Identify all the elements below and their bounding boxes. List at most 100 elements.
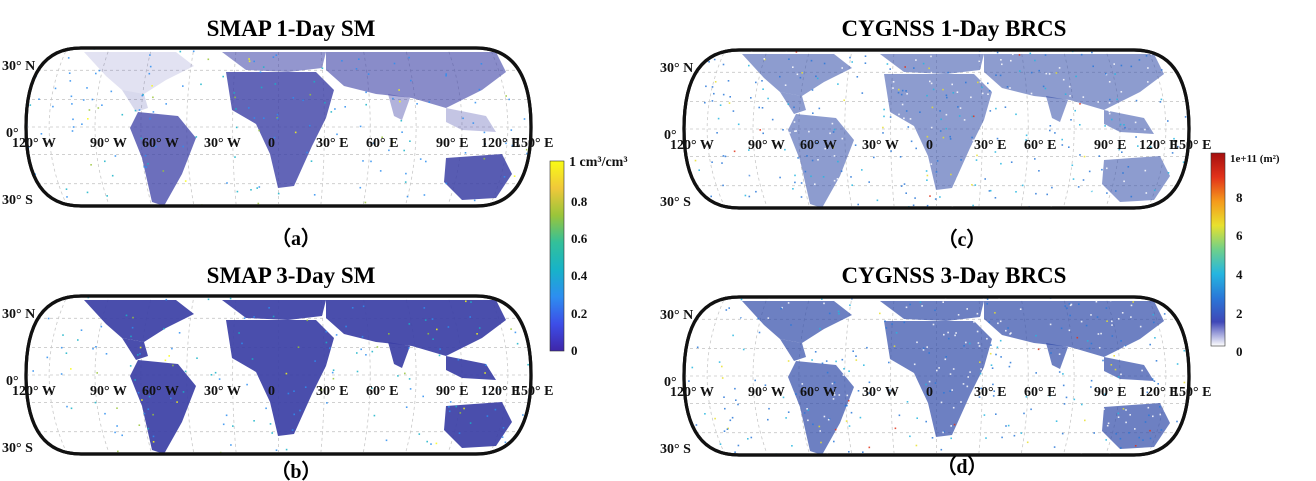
landmass-seAsia: [446, 356, 496, 380]
landmass-asia: [326, 52, 506, 108]
map-border-a: [24, 46, 533, 208]
lon-tick-label: 60° E: [1024, 385, 1056, 400]
graticule-meridian: [48, 296, 69, 454]
colorbar-sm-tick: 0.6: [571, 231, 588, 246]
lat-tick-label: 30° S: [2, 193, 33, 208]
landmass-india: [388, 342, 410, 368]
landmass-india: [1046, 343, 1068, 369]
colorbar-soil-moisture: 1 cm³/cm³ 0.8 0.6 0.4 0.2 0: [549, 155, 628, 358]
landmass-africa: [226, 320, 334, 436]
lon-tick-label: 90° E: [1094, 385, 1126, 400]
lon-tick-label: 120° E: [481, 136, 520, 151]
landmass-africa: [884, 321, 992, 437]
lat-tick-label: 30° S: [660, 195, 691, 210]
colorbar-sm-tick: 0.2: [571, 306, 587, 321]
panel-a-title: SMAP 1-Day SM: [207, 16, 376, 41]
lon-tick-label: 120° E: [1139, 138, 1178, 153]
landmass-asia: [984, 54, 1164, 110]
lon-tick-label: 0: [926, 385, 933, 400]
lat-tick-label: 30° N: [660, 308, 693, 323]
colorbar-brcs: 1e+11 (m²) 8 6 4 2 0: [1210, 152, 1280, 359]
landmass-seAsia: [1104, 357, 1154, 381]
panel-c-map: 30° N 0° 30° S 120° W 90° W 60° W 30° W 0 30° E 6…: [660, 48, 1211, 210]
graticule-meridian: [140, 48, 153, 206]
lon-tick-label: 30° E: [316, 384, 348, 399]
panel-c-title: CYGNSS 1-Day BRCS: [842, 16, 1067, 41]
lon-tick-label: 90° E: [436, 384, 468, 399]
landmass-asia: [326, 300, 506, 356]
lat-tick-label: 0°: [664, 128, 677, 143]
panel-b-map: 30° N 0° 30° S 120° W 90° W 60° W 30° W 0 30° E 6…: [2, 294, 553, 456]
lat-tick-label: 0°: [664, 375, 677, 390]
colorbar-brcs-tick: 0: [1236, 344, 1243, 359]
colorbar-brcs-tick: 8: [1236, 190, 1243, 205]
lon-tick-label: 60° E: [1024, 138, 1056, 153]
lon-tick-label: 90° W: [90, 384, 127, 399]
lat-tick-label: 30° N: [660, 61, 693, 76]
landmass-centralAm: [780, 92, 806, 114]
colorbar-sm-tick: 0.4: [571, 268, 588, 283]
lon-tick-label: 60° W: [142, 136, 179, 151]
landmass-australia: [1102, 403, 1170, 449]
landmass-southAm: [788, 114, 854, 208]
landmass-europe: [880, 54, 984, 74]
graticule-meridian: [186, 48, 195, 206]
colorbar-brcs-tick: 2: [1236, 306, 1243, 321]
lat-tick-label: 30° S: [2, 441, 33, 456]
landmass-northAm: [84, 300, 194, 342]
lon-tick-label: 30° E: [974, 385, 1006, 400]
lat-tick-label: 0°: [6, 374, 19, 389]
landmass-southAm: [130, 360, 196, 454]
landmass-southAm: [788, 361, 854, 455]
landmass-northAm: [742, 301, 852, 343]
map-border-d: [682, 295, 1191, 457]
landmass-northAm: [84, 52, 194, 94]
lon-tick-label: 0: [268, 384, 275, 399]
landmass-southAm: [130, 112, 196, 206]
lon-tick-label: 30° E: [974, 138, 1006, 153]
lon-tick-label: 150° E: [1172, 385, 1211, 400]
colorbar-brcs-title: 1e+11 (m²): [1230, 153, 1280, 165]
lon-tick-label: 30° W: [862, 385, 899, 400]
lon-tick-label: 60° E: [366, 136, 398, 151]
colorbar-sm-gradient: [549, 160, 565, 352]
lon-tick-label: 60° W: [142, 384, 179, 399]
landmass-australia: [444, 154, 512, 200]
landmass-asia: [984, 301, 1164, 357]
panel-b-label: （b）: [270, 460, 321, 481]
lon-tick-label: 150° E: [514, 136, 553, 151]
landmass-africa: [226, 72, 334, 188]
graticule-meridian: [890, 297, 895, 455]
landmass-seAsia: [1104, 110, 1154, 134]
landmass-europe: [222, 52, 326, 72]
lon-tick-label: 120° W: [12, 384, 56, 399]
landmass-europe: [880, 301, 984, 321]
landmass-centralAm: [122, 338, 148, 360]
panel-b: SMAP 3-Day SM 30° N 0° 30° S 120° W 90° W 60°…: [2, 263, 553, 481]
landmass-africa: [884, 74, 992, 190]
lon-tick-label: 90° E: [436, 136, 468, 151]
landmass-seAsia: [446, 108, 496, 132]
colorbar-brcs-gradient: [1210, 152, 1226, 347]
graticule-meridian: [94, 48, 111, 206]
lon-tick-label: 60° W: [800, 385, 837, 400]
panel-d-label: （d）: [936, 455, 987, 478]
panel-a-label: （a）: [271, 227, 321, 250]
lon-tick-label: 120° W: [670, 385, 714, 400]
colorbar-brcs-tick: 4: [1236, 267, 1243, 282]
panel-c-label: （c）: [938, 228, 987, 251]
lon-tick-label: 120° W: [12, 136, 56, 151]
graticule-meridian: [890, 50, 895, 208]
landmass-europe: [222, 300, 326, 320]
panel-a: SMAP 1-Day SM 30° N 0° 30° S 120° W 90° W 60°…: [2, 16, 553, 250]
panel-d: CYGNSS 3-Day BRCS 30° N 0° 30° S 120° W 90° …: [660, 263, 1211, 478]
lat-tick-label: 30° N: [2, 59, 35, 74]
panel-d-title: CYGNSS 3-Day BRCS: [842, 263, 1067, 288]
lon-tick-label: 120° W: [670, 138, 714, 153]
lat-tick-label: 30° S: [660, 442, 691, 457]
lon-tick-label: 60° E: [366, 384, 398, 399]
lon-tick-label: 30° W: [204, 136, 241, 151]
lon-tick-label: 120° E: [1139, 385, 1178, 400]
landmass-india: [388, 94, 410, 120]
